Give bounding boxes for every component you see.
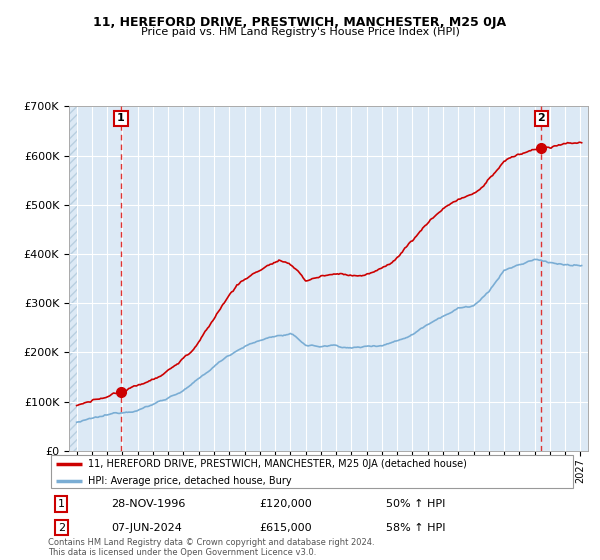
Text: 1: 1: [117, 114, 125, 123]
Text: Contains HM Land Registry data © Crown copyright and database right 2024.
This d: Contains HM Land Registry data © Crown c…: [48, 538, 374, 557]
Text: 2: 2: [58, 522, 65, 533]
Text: 1: 1: [58, 499, 65, 509]
Text: 11, HEREFORD DRIVE, PRESTWICH, MANCHESTER, M25 0JA (detached house): 11, HEREFORD DRIVE, PRESTWICH, MANCHESTE…: [88, 459, 466, 469]
Text: 07-JUN-2024: 07-JUN-2024: [112, 522, 182, 533]
Text: 11, HEREFORD DRIVE, PRESTWICH, MANCHESTER, M25 0JA: 11, HEREFORD DRIVE, PRESTWICH, MANCHESTE…: [94, 16, 506, 29]
Text: 2: 2: [538, 114, 545, 123]
FancyBboxPatch shape: [50, 455, 574, 488]
Text: 50% ↑ HPI: 50% ↑ HPI: [386, 499, 445, 509]
Text: £615,000: £615,000: [259, 522, 312, 533]
Text: Price paid vs. HM Land Registry's House Price Index (HPI): Price paid vs. HM Land Registry's House …: [140, 27, 460, 37]
Text: 58% ↑ HPI: 58% ↑ HPI: [386, 522, 445, 533]
Text: 28-NOV-1996: 28-NOV-1996: [112, 499, 186, 509]
Text: HPI: Average price, detached house, Bury: HPI: Average price, detached house, Bury: [88, 475, 291, 486]
Text: £120,000: £120,000: [259, 499, 312, 509]
